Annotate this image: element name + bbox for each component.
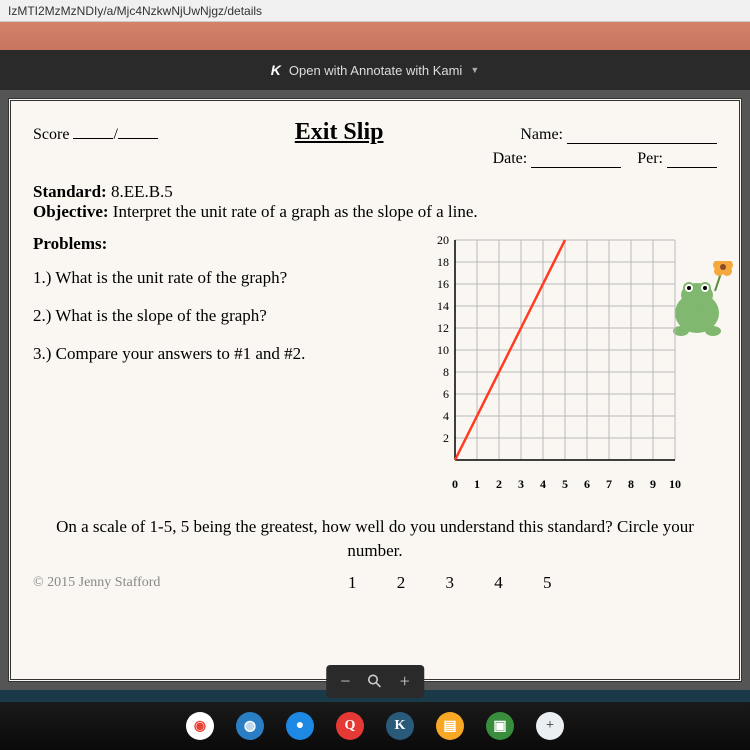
chevron-down-icon: ▼ xyxy=(470,65,479,75)
svg-text:9: 9 xyxy=(650,477,656,491)
svg-text:1: 1 xyxy=(474,477,480,491)
svg-text:6: 6 xyxy=(443,387,449,401)
date-per-row: Date: Per: xyxy=(33,150,717,168)
svg-text:4: 4 xyxy=(540,477,546,491)
question-2: 2.) What is the slope of the graph? xyxy=(33,306,417,326)
taskbar-add-icon[interactable]: + xyxy=(536,712,564,740)
svg-text:6: 6 xyxy=(584,477,590,491)
svg-text:14: 14 xyxy=(437,299,449,313)
kami-button-label: Open with Annotate with Kami xyxy=(289,63,462,78)
svg-text:3: 3 xyxy=(518,477,524,491)
svg-text:10: 10 xyxy=(437,343,449,357)
problems-column: Problems: 1.) What is the unit rate of t… xyxy=(33,234,417,509)
zoom-controls: − ⚲ + xyxy=(326,665,424,698)
taskbar-camera-icon[interactable]: ● xyxy=(286,712,314,740)
question-1: 1.) What is the unit rate of the graph? xyxy=(33,268,417,288)
copyright-text: © 2015 Jenny Stafford xyxy=(33,575,160,591)
svg-text:7: 7 xyxy=(606,477,612,491)
problems-header: Problems: xyxy=(33,234,417,254)
doc-toolbar: K Open with Annotate with Kami ▼ xyxy=(0,50,750,90)
name-field: Name: xyxy=(520,126,717,144)
svg-text:16: 16 xyxy=(437,277,449,291)
document-viewport: Score / Exit Slip Name: Date: Per: Stand… xyxy=(0,90,750,690)
objective-line: Objective: Interpret the unit rate of a … xyxy=(33,202,717,222)
taskbar-classroom-icon[interactable]: ▣ xyxy=(486,712,514,740)
zoom-in-button[interactable]: + xyxy=(400,671,410,692)
taskbar-earth-icon[interactable]: ◍ xyxy=(236,712,264,740)
taskbar-kami-icon[interactable]: K xyxy=(386,712,414,740)
zoom-search-icon[interactable]: ⚲ xyxy=(363,669,387,693)
taskbar-search-icon[interactable]: Q xyxy=(336,712,364,740)
worksheet-page: Score / Exit Slip Name: Date: Per: Stand… xyxy=(8,98,742,682)
svg-text:8: 8 xyxy=(443,365,449,379)
self-rating-prompt: On a scale of 1-5, 5 being the greatest,… xyxy=(33,515,717,563)
taskbar-chrome-icon[interactable]: ◉ xyxy=(186,712,214,740)
url-bar: IzMTI2MzMzNDIy/a/Mjc4NzkwNjUwNjgz/detail… xyxy=(0,0,750,22)
question-3: 3.) Compare your answers to #1 and #2. xyxy=(33,344,417,364)
standard-line: Standard: 8.EE.B.5 xyxy=(33,182,717,202)
svg-text:18: 18 xyxy=(437,255,449,269)
kami-logo-icon: K xyxy=(271,62,281,78)
taskbar-docs-icon[interactable]: ▤ xyxy=(436,712,464,740)
line-chart: 2468101214161820012345678910 xyxy=(417,234,707,509)
svg-text:8: 8 xyxy=(628,477,634,491)
zoom-out-button[interactable]: − xyxy=(340,671,350,692)
chart-column: 2468101214161820012345678910 xyxy=(417,234,717,509)
score-field: Score / xyxy=(33,126,158,144)
svg-text:2: 2 xyxy=(496,477,502,491)
svg-text:4: 4 xyxy=(443,409,449,423)
open-with-kami-button[interactable]: K Open with Annotate with Kami ▼ xyxy=(271,62,479,78)
svg-text:10: 10 xyxy=(669,477,681,491)
window-chrome-accent xyxy=(0,22,750,50)
page-title: Exit Slip xyxy=(158,119,520,146)
svg-text:20: 20 xyxy=(437,234,449,247)
svg-text:2: 2 xyxy=(443,431,449,445)
svg-text:12: 12 xyxy=(437,321,449,335)
svg-text:0: 0 xyxy=(452,477,458,491)
taskbar: ◉ ◍ ● QK ▤ ▣ + xyxy=(0,702,750,750)
svg-text:5: 5 xyxy=(562,477,568,491)
rating-scale-numbers: 1 2 3 4 5 xyxy=(160,573,717,593)
